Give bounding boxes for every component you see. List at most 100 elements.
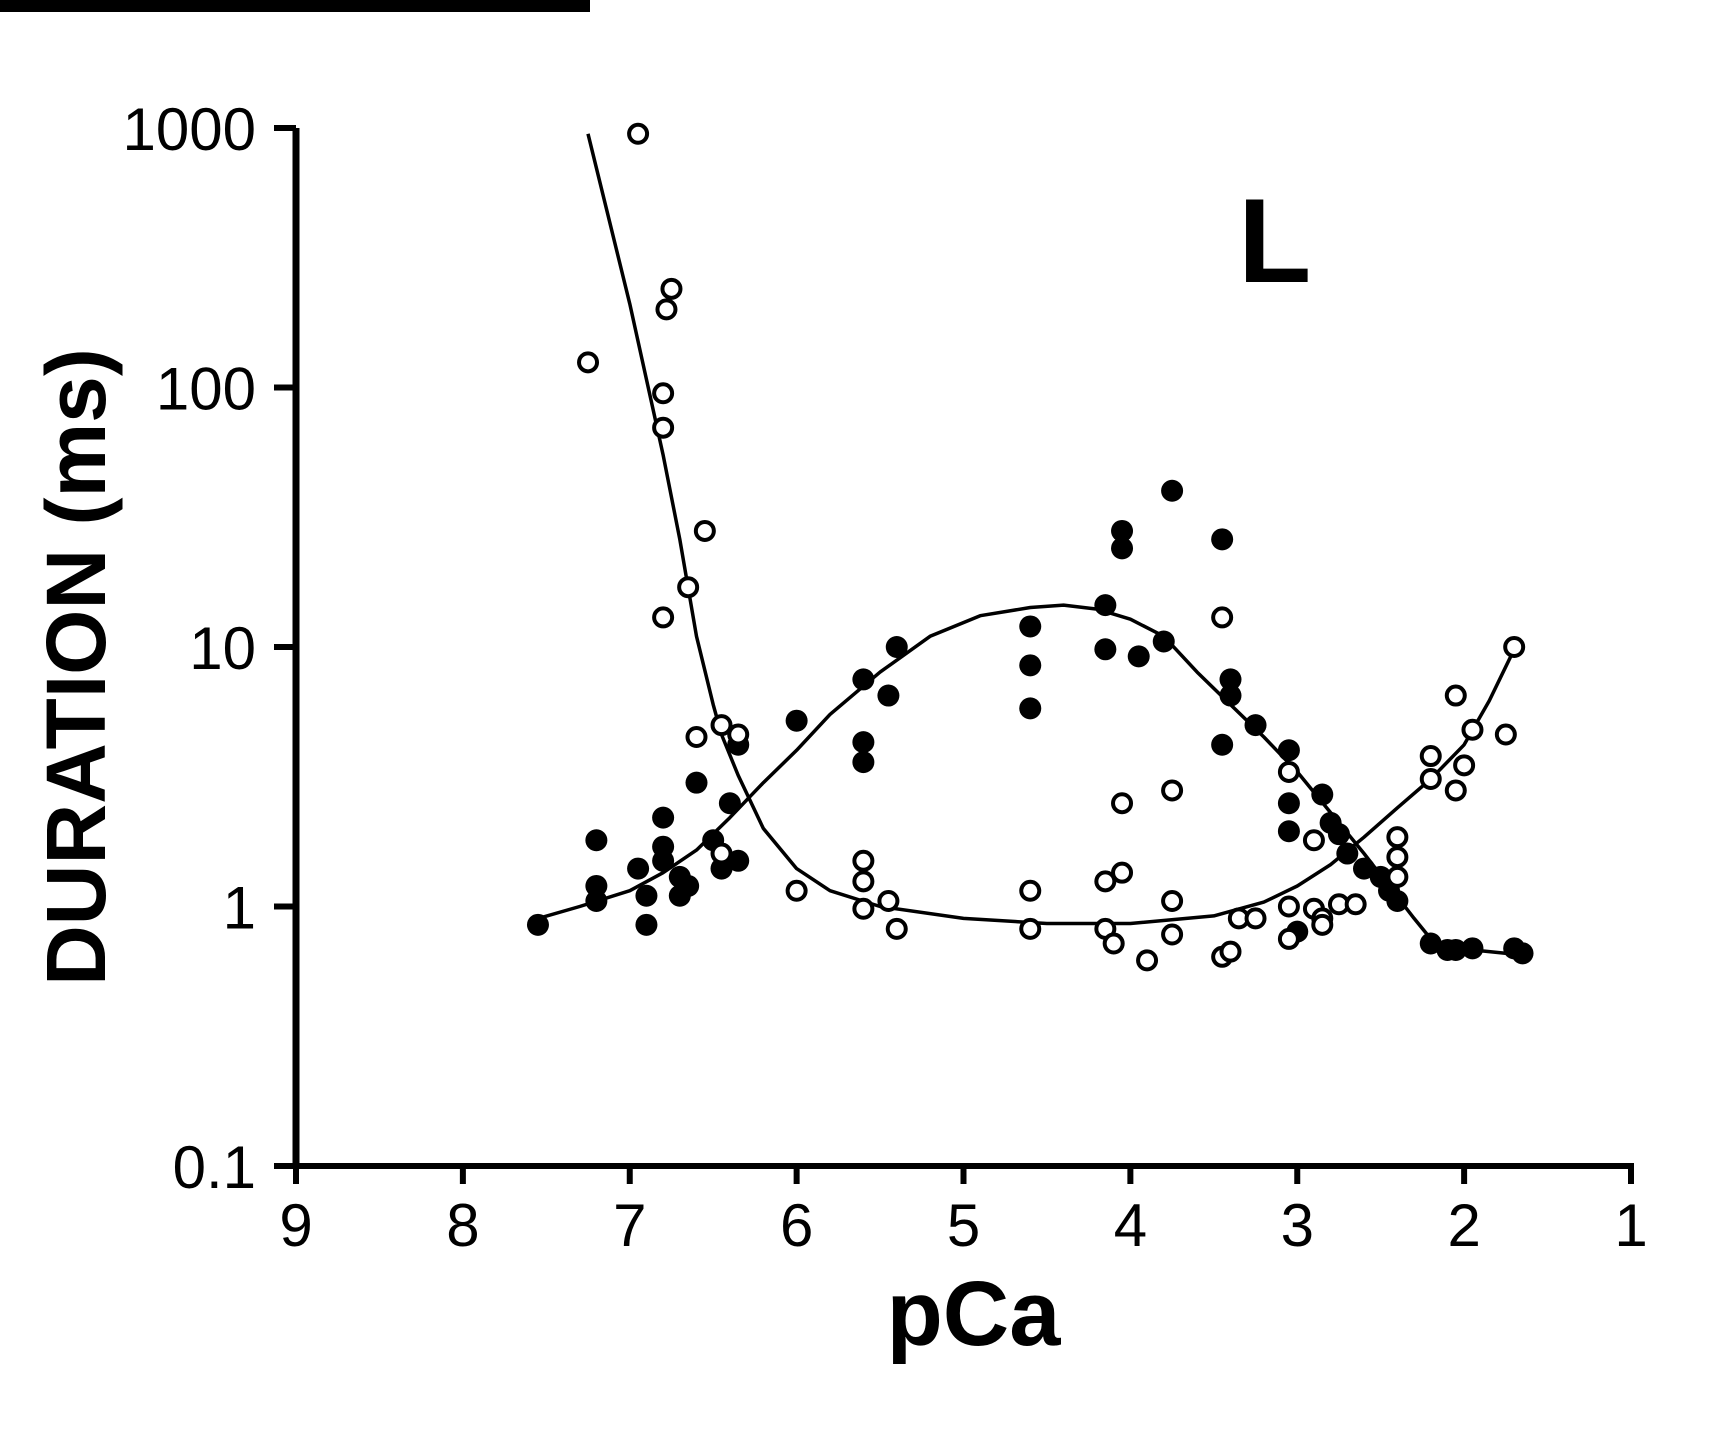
filled-data-point <box>785 709 808 732</box>
open-data-point <box>852 897 875 920</box>
axes: 0.1 1 10 100 1000 9 8 7 6 5 4 3 2 1 <box>123 96 1648 1259</box>
open-data-point <box>1277 895 1300 918</box>
filled-data-point <box>1152 630 1175 653</box>
filled-data-point <box>1511 942 1534 965</box>
filled-data-point <box>1219 668 1242 691</box>
filled-data-point <box>1019 697 1042 720</box>
filled-data-point <box>635 913 658 936</box>
filled-data-point <box>1111 519 1134 542</box>
open-data-point <box>1386 846 1409 869</box>
filled-data-point <box>1219 684 1242 707</box>
filled-data-point <box>885 636 908 658</box>
filled-data-point <box>1127 645 1150 668</box>
filled-data-point <box>1094 594 1117 617</box>
x-tick-label: 8 <box>446 1192 479 1259</box>
open-data-point <box>1161 890 1184 913</box>
open-data-point <box>710 842 733 865</box>
open-data-point <box>1386 826 1409 849</box>
filled-data-point <box>585 829 608 852</box>
filled-data-point <box>1419 932 1442 955</box>
open-data-point <box>652 606 675 629</box>
open-data-point <box>1094 870 1117 893</box>
filled-data-point <box>1211 528 1234 551</box>
y-tick-label: 100 <box>156 356 256 423</box>
open-data-point <box>727 723 750 746</box>
open-data-point <box>877 890 900 913</box>
filled-data-point <box>1353 857 1375 880</box>
filled-data-point <box>677 874 700 897</box>
open-data-point <box>1019 879 1042 902</box>
y-tick-label: 1 <box>223 875 256 942</box>
open-data-point <box>1444 779 1467 802</box>
filled-data-point <box>1094 638 1117 661</box>
open-data-point <box>1111 792 1134 815</box>
open-data-point <box>1111 861 1134 884</box>
filled-data-point <box>685 771 708 794</box>
filled-data-point <box>1327 823 1350 846</box>
open-data-point <box>677 576 700 599</box>
x-axis-title: pCa <box>887 1263 1062 1365</box>
open-data-point <box>852 849 875 872</box>
filled-data-point <box>852 731 875 754</box>
filled-data-point <box>1019 615 1042 638</box>
filled-data-point <box>1386 890 1409 913</box>
x-tick-label: 4 <box>1114 1192 1147 1259</box>
filled-data-point <box>1161 479 1184 502</box>
open-data-point <box>652 382 675 405</box>
open-data-point <box>1302 829 1325 852</box>
y-tick-label: 1000 <box>123 96 256 163</box>
filled-data-point <box>877 684 900 707</box>
panel-label: L <box>1238 174 1311 308</box>
x-ticks: 9 8 7 6 5 4 3 2 1 <box>279 1166 1648 1259</box>
filled-data-point <box>526 913 549 936</box>
filled-data-point <box>1111 537 1134 560</box>
open-data-point <box>1453 754 1476 777</box>
y-ticks: 0.1 1 10 100 1000 <box>123 96 296 1201</box>
open-data-point <box>785 879 808 902</box>
x-tick-label: 9 <box>279 1192 312 1259</box>
filled-data-point <box>1336 842 1359 865</box>
open-data-point <box>1211 606 1234 629</box>
open-data-point <box>1219 940 1242 963</box>
y-axis-title: DURATION (ms) <box>29 348 123 986</box>
open-data-point <box>1494 723 1517 746</box>
data-points <box>526 122 1534 972</box>
fit-curve-1 <box>586 133 1516 926</box>
fit-curves <box>529 133 1523 957</box>
open-data-point <box>1244 907 1267 930</box>
open-data-point <box>1277 927 1300 950</box>
filled-data-point <box>1244 714 1267 737</box>
open-data-point <box>660 277 683 300</box>
filled-data-point <box>852 751 875 774</box>
filled-data-point <box>652 806 675 829</box>
x-tick-label: 1 <box>1614 1192 1647 1259</box>
x-tick-label: 3 <box>1281 1192 1314 1259</box>
open-data-point <box>852 870 875 893</box>
filled-data-point <box>710 857 733 880</box>
open-data-point <box>1311 913 1334 936</box>
filled-data-point <box>652 849 675 872</box>
top-border-artifact <box>0 0 590 12</box>
x-tick-label: 6 <box>780 1192 813 1259</box>
filled-data-point <box>1461 937 1484 960</box>
filled-data-point <box>585 890 608 913</box>
filled-data-point <box>718 792 741 815</box>
open-data-point <box>1161 923 1184 946</box>
open-data-point <box>1136 949 1159 972</box>
open-data-point <box>710 714 733 737</box>
filled-data-point <box>1019 654 1042 677</box>
filled-data-point <box>727 849 750 872</box>
open-data-point <box>1344 893 1367 916</box>
filled-data-point <box>585 874 608 897</box>
open-data-point <box>655 298 678 321</box>
open-data-point <box>1019 917 1042 940</box>
filled-data-point <box>1277 820 1300 843</box>
filled-data-point <box>1444 938 1467 961</box>
filled-data-point <box>1311 783 1334 806</box>
y-tick-label: 10 <box>189 615 256 682</box>
open-data-point <box>1277 760 1300 783</box>
filled-data-point <box>627 857 650 880</box>
open-data-point <box>685 725 708 748</box>
open-data-point <box>1102 932 1125 955</box>
